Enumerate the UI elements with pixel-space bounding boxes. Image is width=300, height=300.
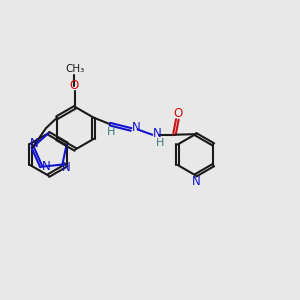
Text: H: H — [106, 128, 115, 137]
Text: O: O — [173, 107, 183, 120]
Text: CH₃: CH₃ — [66, 64, 85, 74]
Text: H: H — [156, 138, 165, 148]
Text: N: N — [61, 161, 70, 174]
Text: N: N — [192, 175, 201, 188]
Text: O: O — [69, 80, 79, 92]
Text: N: N — [42, 160, 50, 173]
Text: N: N — [132, 122, 141, 134]
Text: N: N — [30, 137, 38, 150]
Text: N: N — [153, 127, 162, 140]
